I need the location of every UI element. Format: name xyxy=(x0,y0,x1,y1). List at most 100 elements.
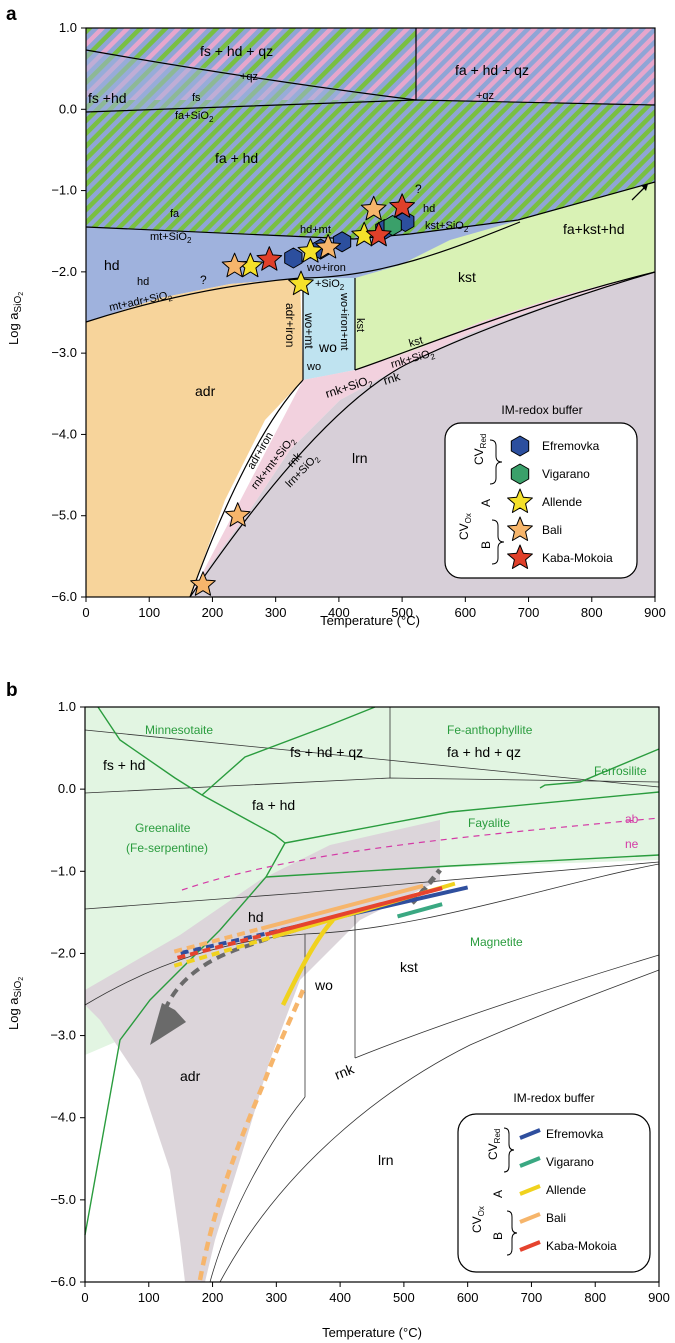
label-kst-vertical: kst xyxy=(354,318,366,332)
adr-field xyxy=(86,278,303,597)
allende-wo-segment xyxy=(280,918,335,1006)
panel-b-legend-brace-b xyxy=(506,1210,518,1256)
kaba-mokoia-marker xyxy=(256,246,283,271)
x-tick-label: 400 xyxy=(329,1290,351,1305)
legend-efremovka-symbol xyxy=(510,435,530,457)
label-b-hd: hd xyxy=(248,909,264,925)
label-plus-sio2: +SiO2 xyxy=(315,278,345,292)
boundary-fa-mt xyxy=(85,226,355,240)
x-tick-label: 500 xyxy=(391,605,413,620)
label-b-fs-hd-qz: fs + hd + qz xyxy=(290,744,363,760)
legend-vigarano-label: Vigarano xyxy=(546,1155,594,1169)
panel-a-markers xyxy=(190,193,415,596)
x-tick-label: 500 xyxy=(393,1290,415,1305)
label-qz-left: +qz xyxy=(240,71,258,83)
label-b-rnk: rnk xyxy=(332,1060,357,1082)
label-hd-left: hd xyxy=(137,276,149,288)
y-tick-label: 0.0 xyxy=(59,101,77,116)
efremovka-marker xyxy=(332,231,352,253)
legend-efremovka-label: Efremovka xyxy=(542,439,600,453)
label-minnesotaite: Minnesotaite xyxy=(145,723,213,737)
panel-a-legend-cvox: CVOx xyxy=(457,513,473,540)
panel-b-legend-a: A xyxy=(491,1190,505,1198)
label-wo-iron: wo+iron xyxy=(306,262,346,274)
label-b-kst: kst xyxy=(400,959,418,975)
bali-line xyxy=(260,883,424,931)
y-tick-label: 1.0 xyxy=(59,20,77,35)
panel-a: a xyxy=(6,4,666,628)
panel-b-legend-brace-red xyxy=(503,1127,515,1173)
label-greenalite: Greenalite xyxy=(135,821,191,835)
label-adr-field: adr xyxy=(195,383,216,399)
y-tick-label: −1.0 xyxy=(51,183,77,198)
x-tick-label: 0 xyxy=(81,1290,88,1305)
x-tick-label: 900 xyxy=(644,605,666,620)
label-fa-sio2: fa+SiO2 xyxy=(175,110,214,124)
x-tick-label: 400 xyxy=(328,605,350,620)
panel-b-y-axis-title: Log aSiO2 xyxy=(6,977,25,1030)
label-ne: ne xyxy=(625,837,639,851)
y-tick-label: −4.0 xyxy=(51,426,77,441)
pathway-arrow-head xyxy=(150,1003,186,1045)
bali-marker xyxy=(360,195,387,221)
legend-allende-symbol xyxy=(507,488,533,513)
boundary-hd-kst xyxy=(299,221,521,279)
label-lrn-field: lrn xyxy=(352,450,368,466)
label-wo-small: wo xyxy=(306,361,321,373)
kaba-mokoia-line-dashed xyxy=(176,931,271,960)
y-tick-label: −2.0 xyxy=(51,264,77,279)
boundary-green-magnetite xyxy=(265,854,660,878)
label-qz-right: +qz xyxy=(476,90,494,102)
legend-bali-symbol xyxy=(507,516,533,541)
panel-a-legend-box xyxy=(444,422,638,579)
x-tick-label: 0 xyxy=(82,605,89,620)
panel-b-legend-box xyxy=(457,1113,651,1273)
label-adr-iron-vertical: adr+iron xyxy=(283,303,297,347)
kaba-mokoia-line xyxy=(269,886,443,936)
bali-line-dashed xyxy=(173,926,262,954)
legend-bali-swatch xyxy=(519,1212,541,1224)
label-fs-hd-qz: fs + hd + qz xyxy=(200,43,273,59)
allende-line-dashed xyxy=(173,935,274,968)
rnk-field xyxy=(190,272,655,597)
legend-vigarano-label: Vigarano xyxy=(542,467,590,481)
label-b-fs-hd: fs + hd xyxy=(103,757,145,773)
panel-b-letter: b xyxy=(6,680,18,701)
x-tick-label: 800 xyxy=(584,1290,606,1305)
panel-b-plot-area xyxy=(84,706,660,1283)
label-ab: ab xyxy=(625,812,639,826)
vigarano-line xyxy=(396,902,443,919)
panel-b-series xyxy=(173,881,469,968)
label-fe-anthophyllite: Fe-anthophyllite xyxy=(447,723,533,737)
panel-a-legend-cvred: CVRed xyxy=(472,434,488,465)
panel-a-y-axis-title: Log aSiO2 xyxy=(6,292,25,345)
x-tick-label: 200 xyxy=(202,605,224,620)
panel-b-legend-entries: Efremovka Vigarano Allende Bali Kaba-Mokoia xyxy=(519,1127,617,1253)
legend-efremovka-swatch xyxy=(519,1128,541,1140)
y-tick-label: −3.0 xyxy=(50,1028,76,1043)
label-rnk-word: rnk xyxy=(382,369,403,388)
legend-kaba-mokoia-label: Kaba-Mokoia xyxy=(546,1239,617,1253)
legend-kaba-mokoia-label: Kaba-Mokoia xyxy=(542,551,613,565)
boundary-hd-adr xyxy=(85,277,301,323)
bali-dashed-path xyxy=(197,989,306,1281)
label-question-left: ? xyxy=(200,273,207,287)
boundary-rnk-lrn xyxy=(189,271,656,598)
label-question-top: ? xyxy=(415,182,422,196)
panel-b-legend-title: IM-redox buffer xyxy=(513,1091,594,1105)
x-tick-label: 600 xyxy=(454,605,476,620)
kst-field xyxy=(355,182,655,370)
panel-b-legend-cvred: CVRed xyxy=(486,1129,502,1160)
bali-marker xyxy=(190,571,216,596)
boundary-b-adr-rnk xyxy=(209,1096,306,1283)
boundary-green-fayalite xyxy=(284,791,660,844)
kaba-mokoia-marker xyxy=(365,221,392,247)
hd-field xyxy=(86,182,655,322)
boundary-fs-qz xyxy=(85,49,417,101)
label-b-lrn: lrn xyxy=(378,1152,394,1168)
label-kst-sio2: kst+SiO2 xyxy=(425,220,469,234)
y-tick-label: −5.0 xyxy=(50,1192,76,1207)
panel-a-legend: IM-redox buffer CVRed CVOx A B Efremovka… xyxy=(444,403,638,579)
label-fa-hd: fa + hd xyxy=(215,150,258,166)
